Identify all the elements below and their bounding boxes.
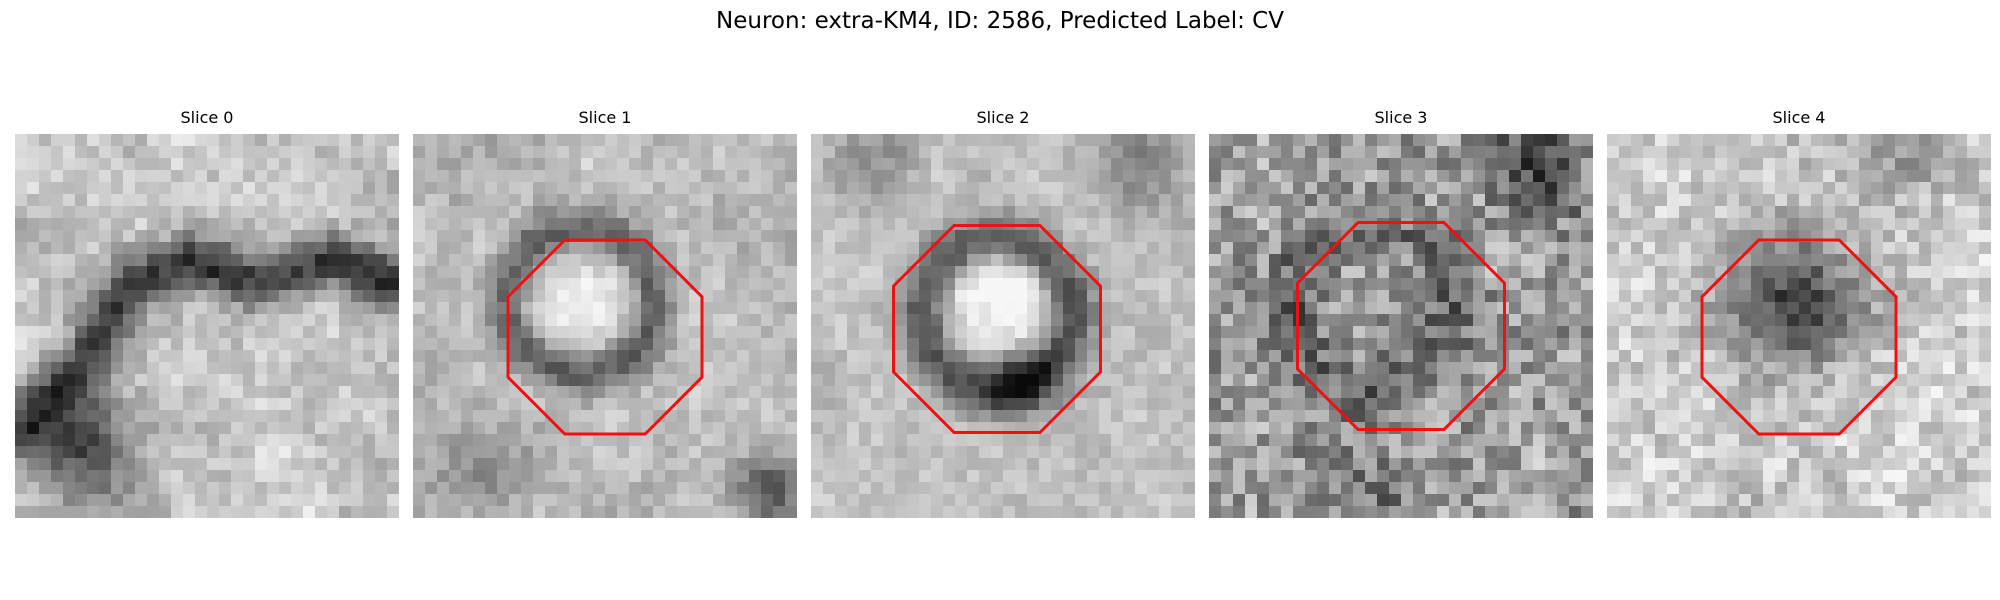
slice-overlay [1700,238,1898,436]
slice-image [15,134,399,518]
roi-outline [506,238,704,436]
slice-pixels [413,134,797,518]
slice-pixels [1209,134,1593,518]
slice-title: Slice 0 [180,108,234,127]
slice-pixels [1607,134,1991,518]
roi-outline [892,224,1102,434]
slice-overlay [15,134,399,518]
slice-pixels [15,134,399,518]
slice-panel-2: Slice 2 [811,108,1195,518]
roi-outline [1700,238,1898,436]
slice-title: Slice 1 [578,108,632,127]
slice-panel-4: Slice 4 [1607,108,1991,518]
slice-image [1607,134,1991,518]
slice-image [1209,134,1593,518]
slice-title: Slice 3 [1374,108,1428,127]
slice-overlay [506,238,704,436]
slice-image [413,134,797,518]
slice-panel-3: Slice 3 [1209,108,1593,518]
roi-outline [1296,221,1506,431]
slice-panel-1: Slice 1 [413,108,797,518]
slice-pixels [811,134,1195,518]
slice-overlay [1296,221,1506,431]
slice-panel-0: Slice 0 [15,108,399,518]
slice-title: Slice 2 [976,108,1030,127]
slice-overlay [892,224,1102,434]
slice-image [811,134,1195,518]
slice-title: Slice 4 [1772,108,1826,127]
figure-title: Neuron: extra-KM4, ID: 2586, Predicted L… [716,8,1284,34]
